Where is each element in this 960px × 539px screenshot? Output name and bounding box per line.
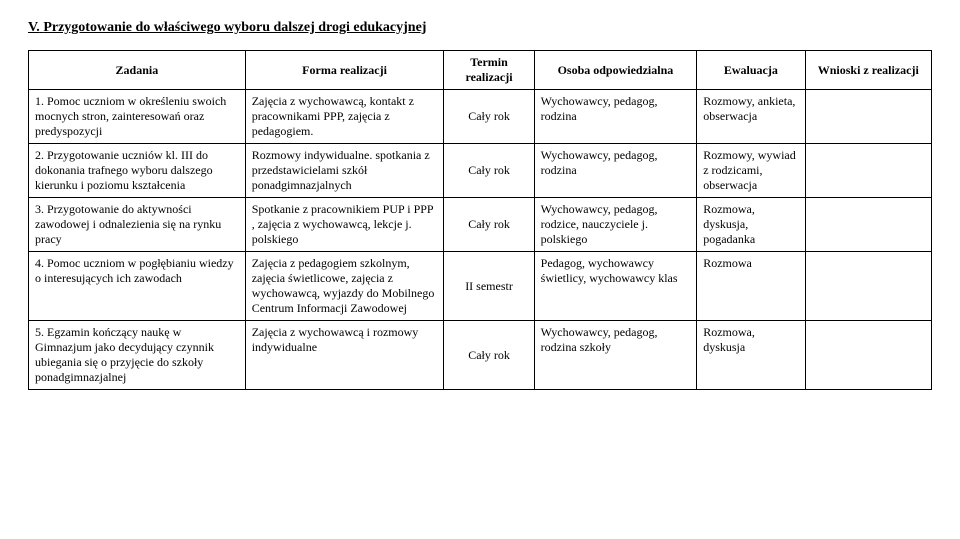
cell-wnioski bbox=[805, 252, 931, 321]
cell-zadanie: 1. Pomoc uczniom w określeniu swoich moc… bbox=[29, 90, 246, 144]
header-ewaluacja: Ewaluacja bbox=[697, 51, 805, 90]
table-row: 5. Egzamin kończący naukę w Gimnazjum ja… bbox=[29, 321, 932, 390]
cell-ewaluacja: Rozmowa bbox=[697, 252, 805, 321]
table-row: 3. Przygotowanie do aktywności zawodowej… bbox=[29, 198, 932, 252]
table-header-row: Zadania Forma realizacji Termin realizac… bbox=[29, 51, 932, 90]
cell-wnioski bbox=[805, 90, 931, 144]
cell-wnioski bbox=[805, 198, 931, 252]
cell-forma: Zajęcia z pedagogiem szkolnym, zajęcia ś… bbox=[245, 252, 444, 321]
cell-termin: Cały rok bbox=[444, 321, 534, 390]
cell-termin: II semestr bbox=[444, 252, 534, 321]
cell-osoba: Wychowawcy, pedagog, rodzina bbox=[534, 90, 697, 144]
cell-osoba: Wychowawcy, pedagog, rodzina szkoły bbox=[534, 321, 697, 390]
cell-ewaluacja: Rozmowa, dyskusja bbox=[697, 321, 805, 390]
cell-ewaluacja: Rozmowa, dyskusja, pogadanka bbox=[697, 198, 805, 252]
section-title-text: Przygotowanie do właściwego wyboru dalsz… bbox=[43, 20, 426, 35]
table-row: 4. Pomoc uczniom w pogłębianiu wiedzy o … bbox=[29, 252, 932, 321]
header-wnioski: Wnioski z realizacji bbox=[805, 51, 931, 90]
cell-osoba: Wychowawcy, pedagog, rodzina bbox=[534, 144, 697, 198]
cell-termin: Cały rok bbox=[444, 90, 534, 144]
cell-wnioski bbox=[805, 144, 931, 198]
table-row: 1. Pomoc uczniom w określeniu swoich moc… bbox=[29, 90, 932, 144]
cell-forma: Spotkanie z pracownikiem PUP i PPP , zaj… bbox=[245, 198, 444, 252]
header-forma: Forma realizacji bbox=[245, 51, 444, 90]
cell-osoba: Pedagog, wychowawcy świetlicy, wychowawc… bbox=[534, 252, 697, 321]
section-heading: V. Przygotowanie do właściwego wyboru da… bbox=[28, 20, 932, 36]
table-row: 2. Przygotowanie uczniów kl. III do doko… bbox=[29, 144, 932, 198]
header-termin: Termin realizacji bbox=[444, 51, 534, 90]
cell-ewaluacja: Rozmowy, ankieta, obserwacja bbox=[697, 90, 805, 144]
cell-zadanie: 3. Przygotowanie do aktywności zawodowej… bbox=[29, 198, 246, 252]
plan-table: Zadania Forma realizacji Termin realizac… bbox=[28, 50, 932, 390]
cell-forma: Rozmowy indywidualne. spotkania z przeds… bbox=[245, 144, 444, 198]
header-zadania: Zadania bbox=[29, 51, 246, 90]
cell-zadanie: 2. Przygotowanie uczniów kl. III do doko… bbox=[29, 144, 246, 198]
cell-forma: Zajęcia z wychowawcą, kontakt z pracowni… bbox=[245, 90, 444, 144]
cell-termin: Cały rok bbox=[444, 198, 534, 252]
section-number: V. bbox=[28, 20, 40, 35]
cell-ewaluacja: Rozmowy, wywiad z rodzicami, obserwacja bbox=[697, 144, 805, 198]
cell-termin: Cały rok bbox=[444, 144, 534, 198]
cell-zadanie: 4. Pomoc uczniom w pogłębianiu wiedzy o … bbox=[29, 252, 246, 321]
cell-wnioski bbox=[805, 321, 931, 390]
cell-zadanie: 5. Egzamin kończący naukę w Gimnazjum ja… bbox=[29, 321, 246, 390]
cell-forma: Zajęcia z wychowawcą i rozmowy indywidua… bbox=[245, 321, 444, 390]
header-osoba: Osoba odpowiedzialna bbox=[534, 51, 697, 90]
cell-osoba: Wychowawcy, pedagog, rodzice, nauczyciel… bbox=[534, 198, 697, 252]
